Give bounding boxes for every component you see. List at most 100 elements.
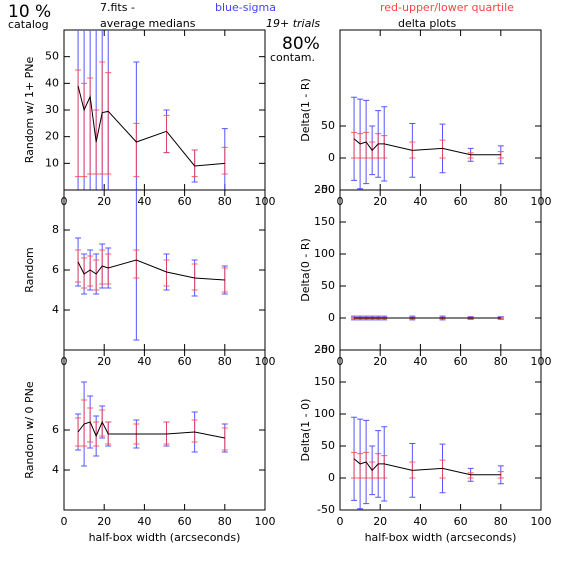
frame: [339, 29, 542, 191]
x-tick-label: 20: [373, 195, 387, 208]
median-line: [77, 420, 225, 439]
quartile-bar: [133, 122, 140, 178]
x-tick-label: 100: [255, 515, 276, 528]
y-tick-label: 100: [314, 247, 335, 260]
quartile-bar: [439, 459, 446, 479]
quartile-bar: [163, 114, 170, 154]
y-tick-label: 150: [314, 375, 335, 388]
x-axis-label: half-box width (arcseconds): [365, 531, 517, 544]
y-tick-label: 200: [314, 183, 335, 196]
quartile-bar: [93, 259, 100, 291]
header-contam: contam.: [270, 51, 315, 64]
header-trials: 19+ trials: [266, 17, 320, 30]
frame: [63, 189, 266, 351]
x-tick-label: 80: [218, 355, 232, 368]
x-tick-label: 20: [373, 515, 387, 528]
x-tick-label: 60: [454, 195, 468, 208]
y-tick-label: 30: [45, 103, 59, 116]
x-tick-label: 40: [137, 515, 151, 528]
header-contam-pct: 80%: [282, 34, 320, 54]
plot-area: [75, 381, 228, 467]
x-axis-label: half-box width (arcseconds): [89, 531, 241, 544]
quartile-bar: [221, 146, 228, 175]
y-tick-label: 0: [328, 311, 335, 324]
frame: [339, 189, 542, 351]
x-tick-label: 60: [454, 515, 468, 528]
y-tick-label: -50: [317, 503, 335, 516]
x-tick-label: 40: [137, 195, 151, 208]
y-axis-label: Random w/ 0 PNe: [23, 381, 36, 479]
x-tick-label: 80: [218, 515, 232, 528]
quartile-bar: [87, 255, 94, 287]
y-tick-label: 6: [52, 423, 59, 436]
x-tick-label: 20: [97, 195, 111, 208]
quartile-bar: [467, 472, 474, 479]
quartile-bar: [351, 451, 358, 479]
x-tick-label: 80: [494, 195, 508, 208]
y-tick-label: -50: [317, 343, 335, 356]
quartile-bar: [375, 133, 382, 159]
y-tick-label: 150: [314, 215, 335, 228]
header-blue: blue-sigma: [215, 1, 276, 14]
median-line: [353, 458, 501, 476]
x-tick-label: 0: [61, 515, 68, 528]
x-tick-label: 60: [178, 355, 192, 368]
header-percent: 10 %: [8, 2, 51, 22]
plot-area: [75, 190, 228, 341]
quartile-bar: [357, 453, 364, 479]
median-line: [353, 138, 501, 156]
x-tick-label: 40: [413, 355, 427, 368]
y-axis-label: Delta(1 - R): [299, 78, 312, 142]
quartile-bar: [163, 421, 170, 445]
y-axis-label: Delta(0 - R): [299, 238, 312, 302]
y-tick-label: 10: [45, 156, 59, 169]
y-tick-label: 50: [321, 439, 335, 452]
plot-area: [75, 30, 228, 190]
y-tick-label: 40: [45, 76, 59, 89]
y-tick-label: 8: [52, 223, 59, 236]
quartile-bar: [363, 451, 370, 479]
y-tick-label: 50: [321, 279, 335, 292]
plot-area: [351, 96, 504, 190]
x-tick-label: 60: [454, 355, 468, 368]
y-axis-label: Delta(1 - 0): [299, 399, 312, 462]
quartile-bar: [75, 249, 82, 283]
y-tick-label: 4: [52, 303, 59, 316]
median-line: [77, 259, 225, 281]
y-tick-label: 6: [52, 263, 59, 276]
header-file: 7.fits -: [100, 1, 135, 14]
quartile-bar: [381, 455, 388, 479]
x-tick-label: 20: [97, 515, 111, 528]
header-catalog: catalog: [8, 18, 49, 31]
frame: [63, 349, 266, 511]
quartile-bar: [381, 135, 388, 159]
header-red: red-upper/lower quartile: [380, 1, 514, 14]
quartile-bar: [375, 453, 382, 479]
quartile-bar: [87, 77, 94, 175]
x-tick-label: 40: [137, 355, 151, 368]
quartile-bar: [163, 259, 170, 287]
x-tick-label: 0: [337, 515, 344, 528]
y-tick-label: 50: [321, 119, 335, 132]
x-tick-label: 20: [373, 355, 387, 368]
quartile-bar: [351, 131, 358, 159]
x-tick-label: 20: [97, 355, 111, 368]
plot-area: [351, 315, 504, 321]
quartile-bar: [467, 152, 474, 159]
quartile-bar: [105, 253, 112, 285]
y-tick-label: 20: [45, 130, 59, 143]
y-axis-label: Random w/ 1+ PNe: [23, 56, 36, 163]
x-tick-label: 80: [494, 515, 508, 528]
quartile-bar: [93, 421, 100, 447]
y-tick-label: 200: [314, 343, 335, 356]
x-tick-label: 40: [413, 195, 427, 208]
quartile-bar: [221, 427, 228, 451]
y-tick-label: 0: [328, 151, 335, 164]
quartile-bar: [99, 61, 106, 175]
header-medians: average medians: [100, 17, 196, 30]
quartile-bar: [363, 131, 370, 159]
x-tick-label: 60: [178, 195, 192, 208]
plot-area: [351, 416, 504, 510]
quartile-bar: [99, 249, 106, 285]
